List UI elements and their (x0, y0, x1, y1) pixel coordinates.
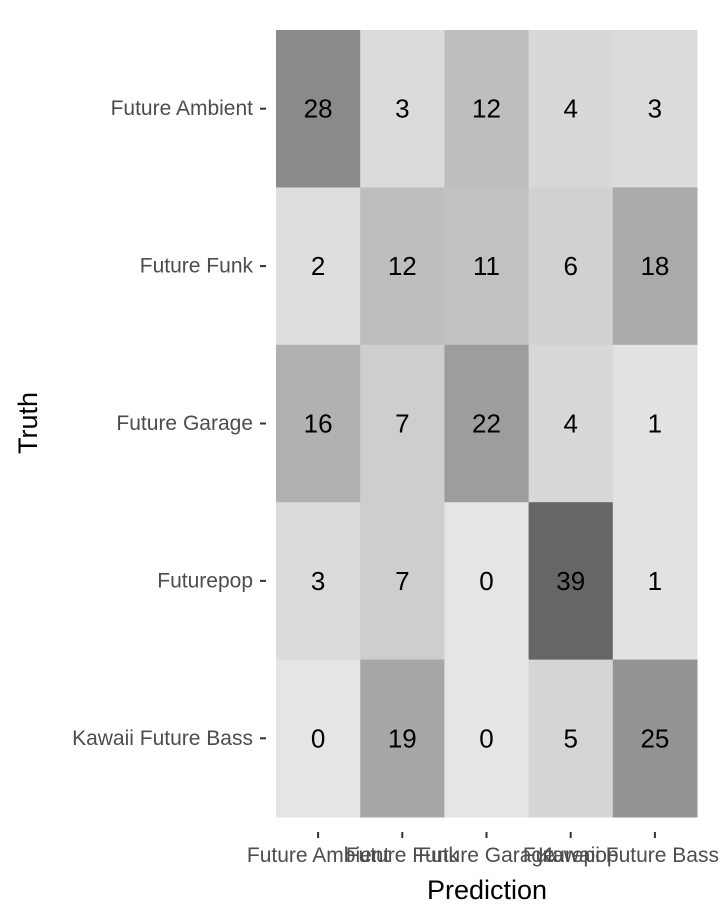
cell-value-label: 16 (304, 409, 333, 439)
x-tick-label: Future Garage (418, 844, 555, 867)
cell-future-garage-future-ambient (276, 344, 361, 503)
cell-future-ambient-futurepop (528, 30, 614, 188)
cell-kawaii-future-bass-future-garage (444, 659, 530, 818)
cell-kawaii-future-bass-kawaii-future-bass (612, 659, 698, 818)
cell-future-ambient-future-funk (360, 30, 445, 188)
cell-value-label: 0 (479, 566, 493, 596)
y-tick-label: Future Ambient (111, 97, 254, 120)
cell-value-label: 19 (388, 723, 417, 753)
cell-futurepop-futurepop (528, 502, 614, 661)
cell-futurepop-kawaii-future-bass (612, 502, 698, 661)
cell-future-garage-kawaii-future-bass (612, 344, 698, 503)
cell-kawaii-future-bass-future-ambient (276, 659, 361, 818)
cell-future-ambient-future-ambient (276, 30, 361, 188)
cell-value-label: 3 (648, 94, 662, 124)
x-tick-label: Future Funk (346, 844, 460, 867)
cell-future-funk-futurepop (528, 187, 614, 346)
y-tick-label: Future Garage (116, 412, 253, 435)
cell-future-garage-future-funk (360, 344, 445, 503)
cell-value-label: 0 (311, 723, 325, 753)
x-axis-title: Prediction (427, 875, 547, 905)
cell-value-label: 25 (640, 723, 669, 753)
cell-value-label: 2 (311, 251, 325, 281)
cell-future-funk-future-ambient (276, 187, 361, 346)
cell-value-label: 6 (563, 251, 577, 281)
cell-value-label: 4 (563, 94, 577, 124)
cell-value-label: 3 (311, 566, 325, 596)
cell-value-label: 1 (648, 566, 662, 596)
x-tick-label: Futurepop (523, 844, 619, 867)
cell-future-ambient-kawaii-future-bass (612, 30, 698, 188)
cell-value-label: 39 (556, 566, 585, 596)
cell-value-label: 12 (472, 94, 501, 124)
cell-future-garage-futurepop (528, 344, 614, 503)
cell-value-label: 4 (563, 409, 577, 439)
cell-value-label: 11 (473, 251, 500, 281)
cell-future-funk-future-funk (360, 187, 445, 346)
cell-futurepop-future-garage (444, 502, 530, 661)
cell-value-label: 28 (304, 94, 333, 124)
cell-future-funk-kawaii-future-bass (612, 187, 698, 346)
cell-value-label: 5 (563, 723, 577, 753)
heatmap-cells (276, 30, 698, 818)
cell-value-label: 7 (395, 409, 409, 439)
heatmap-cell-labels: 28 3 12 4 3 2 12 11 6 18 16 7 22 4 1 3 7 0 39 1 0 19 0 5 25 (304, 94, 670, 754)
y-tick-label: Futurepop (157, 569, 253, 592)
cell-value-label: 22 (472, 409, 501, 439)
x-tick-label: Kawaii Future Bass (538, 844, 719, 867)
cell-futurepop-future-ambient (276, 502, 361, 661)
cell-futurepop-future-funk (360, 502, 445, 661)
cell-value-label: 1 (648, 409, 662, 439)
cell-future-funk-future-garage (444, 187, 530, 346)
cell-value-label: 7 (395, 566, 409, 596)
y-tick-label: Kawaii Future Bass (72, 727, 253, 750)
cell-kawaii-future-bass-futurepop (528, 659, 614, 818)
y-axis: Future Ambient Future Funk Future Garage Fu… (72, 97, 266, 750)
cell-future-garage-future-garage (444, 344, 530, 503)
y-tick-label: Future Funk (140, 255, 254, 278)
cell-kawaii-future-bass-future-funk (360, 659, 445, 818)
cell-value-label: 12 (388, 251, 417, 281)
cell-future-ambient-future-garage (444, 30, 530, 188)
x-tick-label: Future Ambient (247, 844, 390, 867)
cell-value-label: 18 (640, 251, 669, 281)
cell-value-label: 3 (395, 94, 409, 124)
cell-value-label: 0 (479, 723, 493, 753)
y-axis-title: Truth (13, 392, 43, 454)
